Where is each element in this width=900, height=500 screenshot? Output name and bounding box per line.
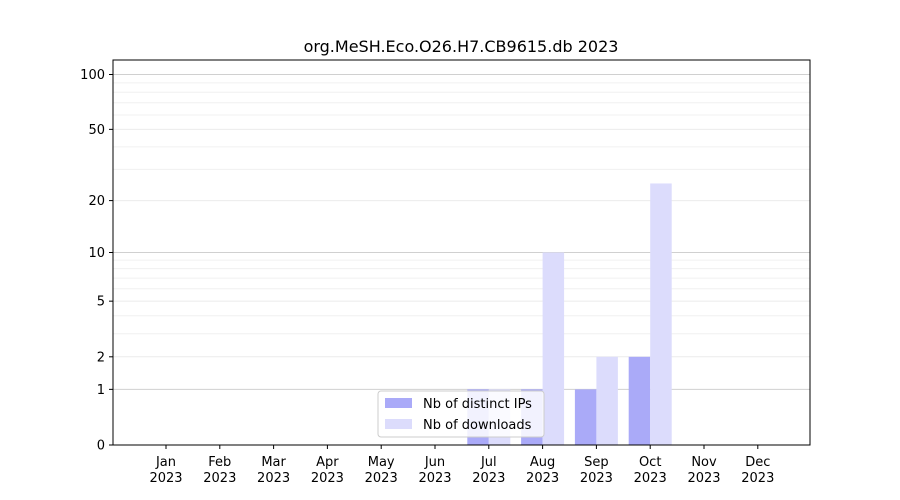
y-tick-label: 5 (97, 295, 105, 310)
y-tick-label: 10 (88, 246, 105, 261)
x-tick-label-year: 2023 (472, 471, 505, 486)
x-tick-label-month: Feb (208, 455, 231, 470)
y-tick-label: 100 (80, 68, 105, 83)
legend: Nb of distinct IPs Nb of downloads (377, 390, 545, 438)
y-tick-label: 50 (88, 123, 105, 138)
x-tick-label-month: Jan (155, 455, 176, 470)
x-tick-label-month: Dec (745, 455, 770, 470)
x-tick-label-month: Apr (316, 455, 339, 470)
legend-label: Nb of downloads (423, 418, 532, 433)
x-tick-label-month: Jul (480, 455, 497, 470)
y-tick-label: 1 (97, 383, 105, 398)
y-axis: 0 1 2 5 10 20 50 100 (80, 68, 113, 454)
y-tick-label: 20 (88, 194, 105, 209)
x-tick-label-year: 2023 (257, 471, 290, 486)
chart-title: org.MeSH.Eco.O26.H7.CB9615.db 2023 (304, 37, 619, 56)
x-tick-label-year: 2023 (687, 471, 720, 486)
x-tick-label-month: Nov (691, 455, 717, 470)
x-tick-label-year: 2023 (634, 471, 667, 486)
x-tick-label-month: Oct (639, 455, 661, 470)
bar-distinct-ips (574, 389, 597, 445)
x-axis: Jan2023Feb2023Mar2023Apr2023May2023Jun20… (149, 445, 774, 486)
x-tick-label-year: 2023 (580, 471, 613, 486)
x-tick-label-year: 2023 (311, 471, 344, 486)
y-tick-label: 0 (97, 439, 105, 454)
bar-downloads (650, 183, 672, 445)
bar-distinct-ips (628, 356, 651, 445)
x-tick-label-year: 2023 (149, 471, 182, 486)
grid-lines (113, 74, 810, 390)
bar-downloads (596, 356, 618, 445)
x-tick-label-month: Aug (530, 455, 555, 470)
x-tick-label-month: Sep (584, 455, 609, 470)
x-tick-label-year: 2023 (365, 471, 398, 486)
x-tick-label-month: May (368, 455, 395, 470)
x-tick-label-year: 2023 (418, 471, 451, 486)
legend-box (377, 390, 545, 438)
x-tick-label-year: 2023 (741, 471, 774, 486)
x-tick-label-year: 2023 (203, 471, 236, 486)
legend-swatch (385, 398, 412, 408)
y-tick-label: 2 (97, 350, 105, 365)
x-tick-label-month: Mar (261, 455, 286, 470)
legend-swatch (385, 419, 412, 429)
x-tick-label-year: 2023 (526, 471, 559, 486)
x-tick-label-month: Jun (424, 455, 445, 470)
legend-label: Nb of distinct IPs (423, 397, 532, 412)
bar-downloads (542, 252, 565, 445)
